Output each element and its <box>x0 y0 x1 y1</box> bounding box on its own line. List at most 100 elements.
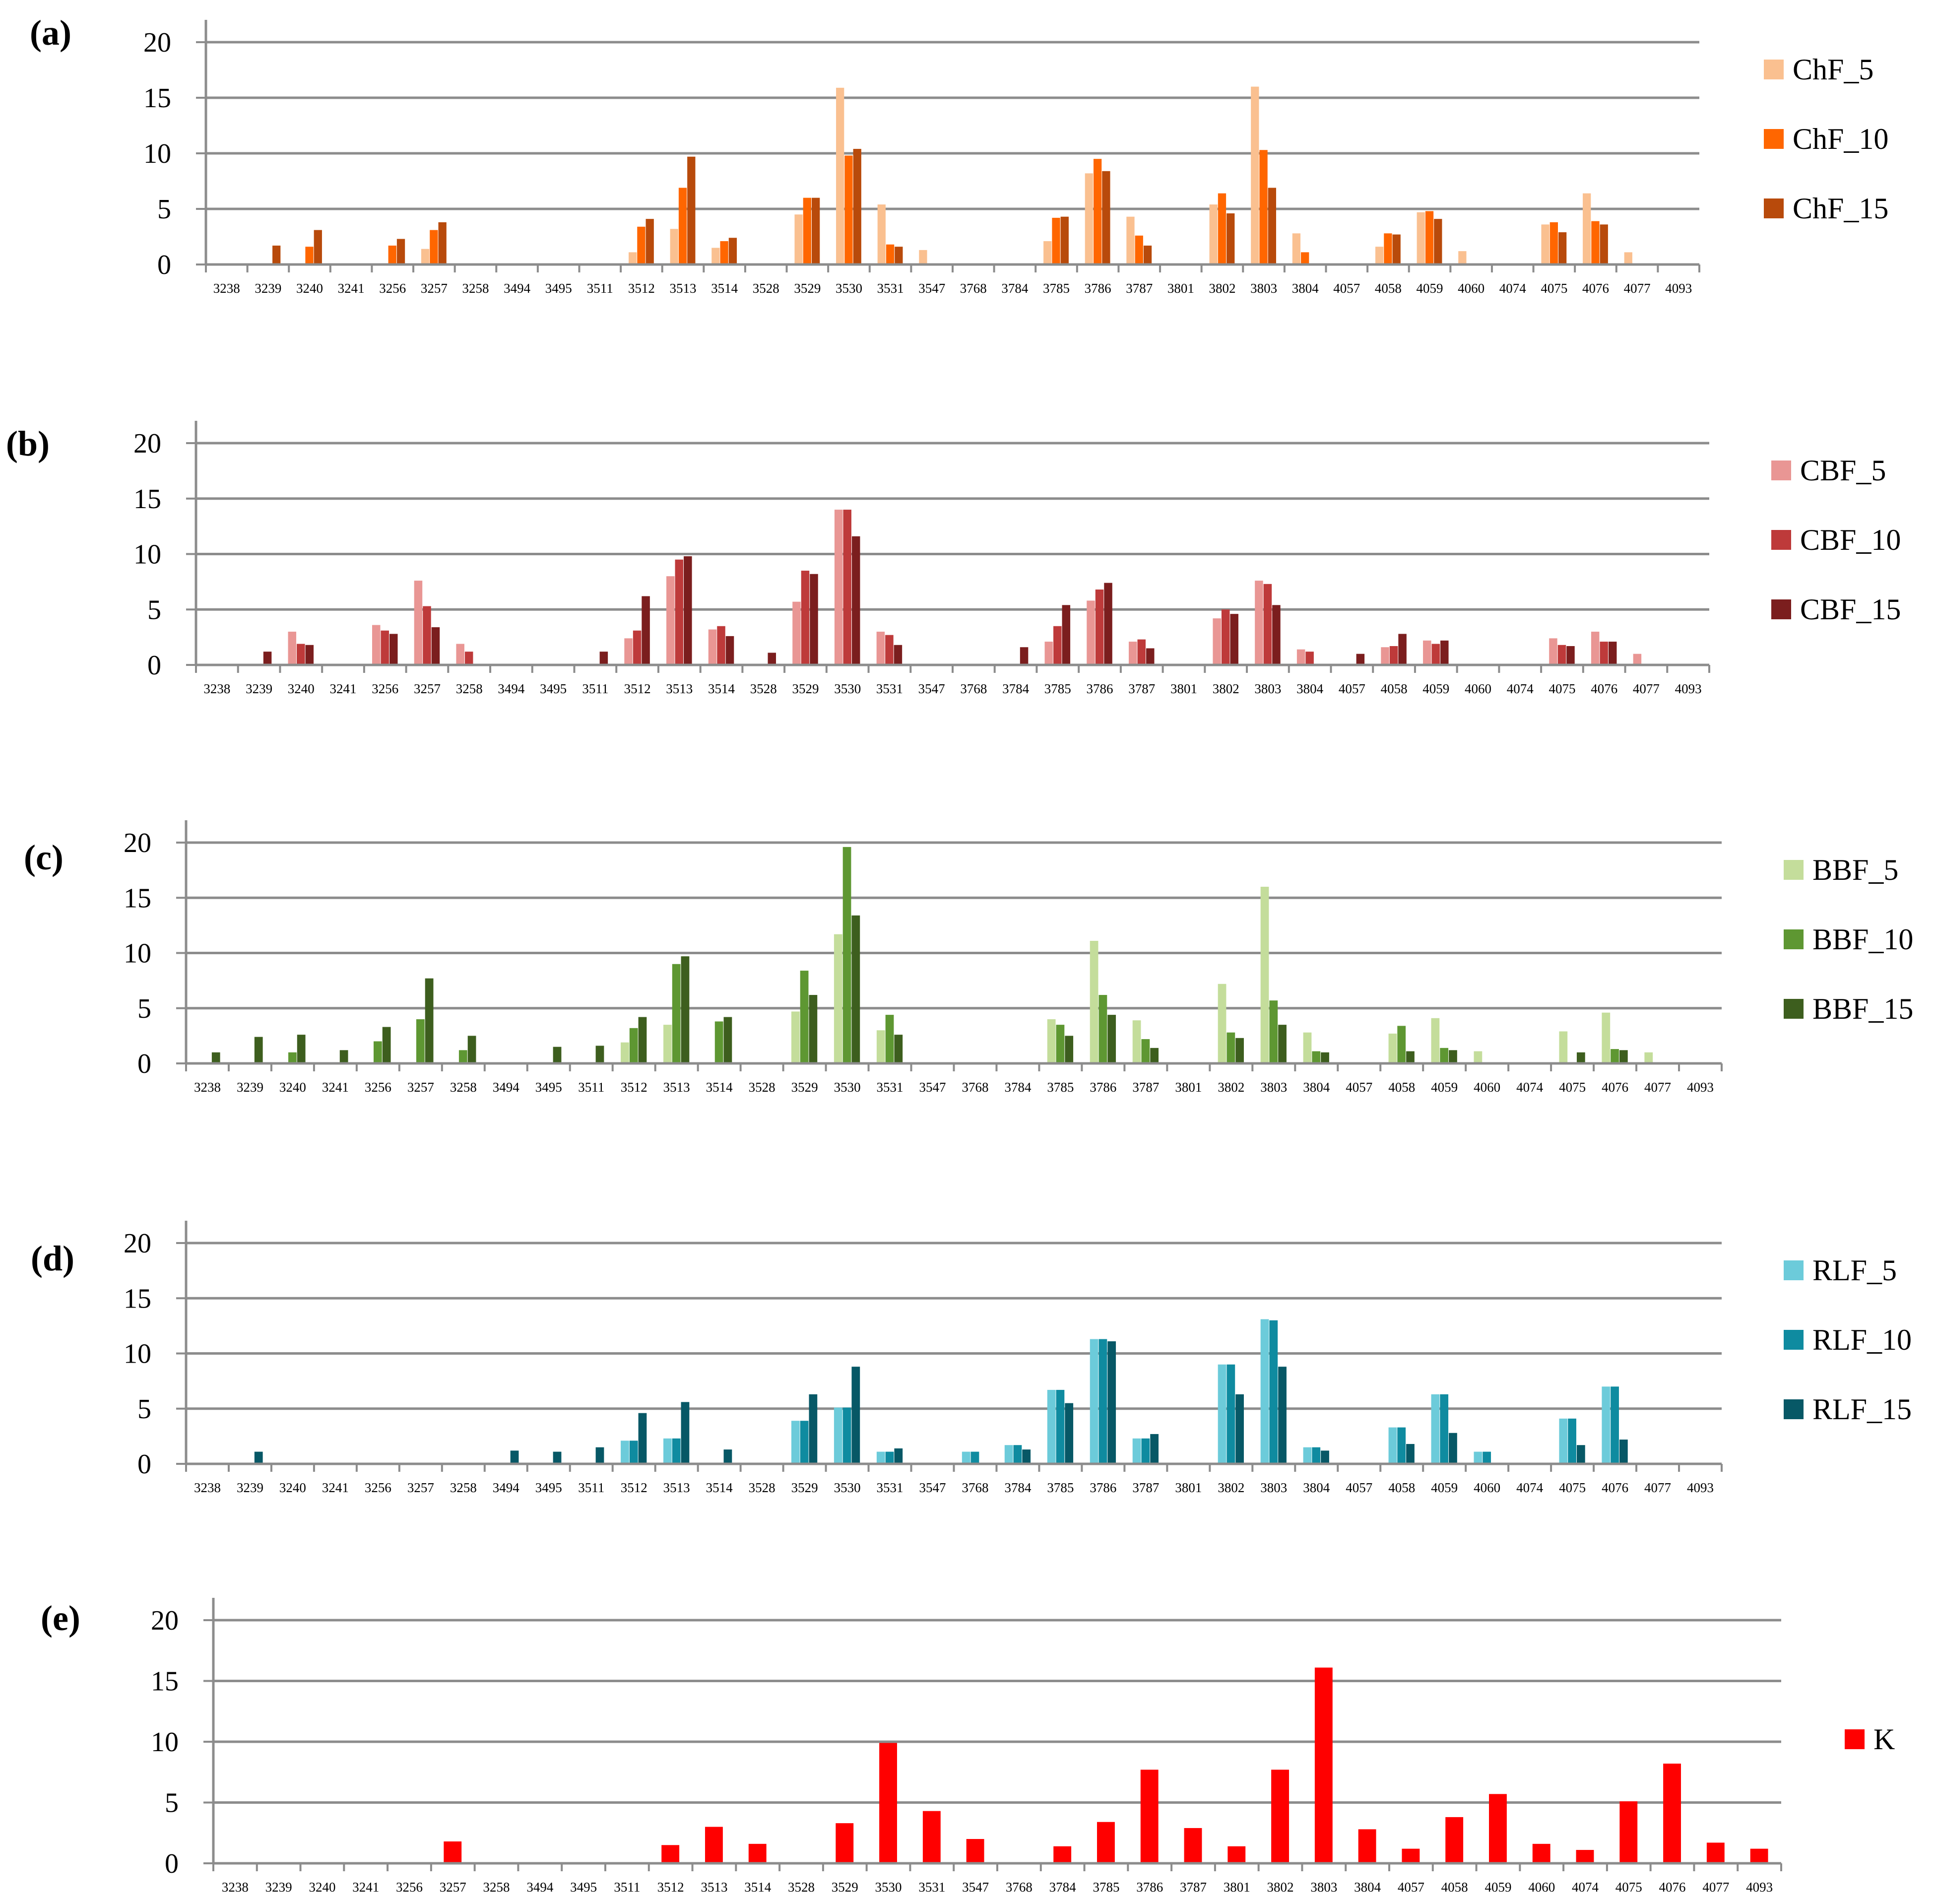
legend-swatch <box>1771 599 1791 619</box>
bar-rlf-10-3513 <box>672 1438 681 1464</box>
bar-chf-5-3531 <box>877 204 886 264</box>
x-tick-label: 3802 <box>1218 1080 1244 1095</box>
y-tick-label: 20 <box>151 1605 179 1636</box>
bar-cbf-15-3802 <box>1230 614 1238 665</box>
bar-k-3784 <box>1053 1846 1072 1863</box>
panel-label: (b) <box>6 424 50 463</box>
x-tick-label: 3511 <box>582 681 608 696</box>
bar-cbf-10-3803 <box>1263 584 1272 665</box>
bar-cbf-10-4059 <box>1431 644 1440 665</box>
legend-swatch <box>1771 530 1791 550</box>
x-tick-label: 3785 <box>1044 681 1071 696</box>
bar-chf-15-4059 <box>1434 219 1442 264</box>
bar-bbf-5-3512 <box>621 1042 629 1063</box>
bar-rlf-10-4058 <box>1397 1427 1406 1464</box>
bar-chf-5-4077 <box>1624 252 1632 264</box>
y-tick-label: 15 <box>124 1283 151 1314</box>
bar-chf-15-3786 <box>1102 171 1110 264</box>
y-tick-label: 10 <box>124 1339 151 1370</box>
bar-k-3529 <box>836 1823 854 1863</box>
legend-label: CBF_15 <box>1800 593 1901 626</box>
bar-k-4060 <box>1532 1843 1550 1863</box>
x-tick-label: 3238 <box>222 1880 249 1895</box>
bar-cbf-5-3804 <box>1296 649 1305 665</box>
bar-cbf-10-3785 <box>1053 626 1062 665</box>
x-tick-label: 3512 <box>621 1480 647 1495</box>
legend-swatch <box>1784 860 1804 880</box>
x-tick-label: 3257 <box>407 1080 434 1095</box>
bar-rlf-15-3495 <box>553 1451 562 1464</box>
x-tick-label: 3531 <box>876 681 903 696</box>
bar-bbf-15-4059 <box>1449 1050 1457 1063</box>
bar-cbf-15-4075 <box>1566 646 1575 665</box>
y-tick-label: 10 <box>133 539 161 570</box>
x-tick-label: 3258 <box>456 681 483 696</box>
x-tick-label: 3802 <box>1209 281 1235 296</box>
bar-chf-10-3787 <box>1135 235 1143 264</box>
bar-k-3512 <box>661 1845 680 1863</box>
bar-chf-5-3530 <box>836 87 844 264</box>
bar-bbf-10-3258 <box>458 1050 467 1063</box>
bar-cbf-10-3514 <box>717 626 725 665</box>
x-tick-label: 3495 <box>535 1480 562 1495</box>
x-tick-label: 4077 <box>1644 1080 1671 1095</box>
bar-bbf-15-3513 <box>681 956 690 1063</box>
x-tick-label: 3513 <box>701 1880 727 1895</box>
bar-cbf-15-4059 <box>1440 640 1449 665</box>
legend-swatch <box>1764 60 1784 79</box>
bar-cbf-10-3258 <box>464 652 473 665</box>
y-tick-label: 0 <box>147 650 161 681</box>
x-tick-label: 4074 <box>1516 1480 1544 1495</box>
bar-chf-15-3239 <box>272 245 281 264</box>
x-tick-label: 3786 <box>1136 1880 1163 1895</box>
x-tick-label: 4076 <box>1602 1480 1628 1495</box>
bar-rlf-15-3512 <box>638 1413 647 1464</box>
bar-bbf-5-3530 <box>834 934 842 1063</box>
bar-cbf-15-3511 <box>599 652 608 665</box>
bar-bbf-5-4076 <box>1602 1012 1611 1063</box>
legend-label: ChF_15 <box>1793 192 1888 225</box>
bar-rlf-15-3239 <box>254 1451 263 1464</box>
bar-chf-15-3514 <box>728 238 737 264</box>
x-tick-label: 3530 <box>875 1880 902 1895</box>
bar-bbf-10-4076 <box>1611 1049 1619 1063</box>
bar-bbf-15-3240 <box>297 1035 306 1063</box>
bar-rlf-5-3513 <box>663 1438 672 1464</box>
y-tick-label: 20 <box>133 428 161 459</box>
bar-chf-10-4058 <box>1384 233 1392 264</box>
x-tick-label: 3258 <box>462 281 489 296</box>
x-tick-label: 3239 <box>246 681 272 696</box>
bar-chf-15-3240 <box>314 230 322 264</box>
panel-a: (a) 0 5 10 15 20 3238 3239 3240 3241 3256 3257 3258 3… <box>30 13 1888 296</box>
bar-chf-5-4075 <box>1541 224 1549 264</box>
bar-chf-5-3512 <box>628 252 637 264</box>
bar-bbf-10-4058 <box>1397 1026 1406 1063</box>
x-tick-label: 3257 <box>421 281 448 296</box>
bar-cbf-15-3785 <box>1062 605 1071 665</box>
bar-chf-10-3804 <box>1301 252 1309 264</box>
x-tick-label: 4075 <box>1559 1480 1586 1495</box>
x-tick-label: 3784 <box>1001 281 1029 296</box>
x-tick-label: 3529 <box>791 1080 818 1095</box>
bar-cbf-15-3256 <box>389 634 398 665</box>
legend-label: ChF_5 <box>1793 53 1873 86</box>
bar-cbf-15-3239 <box>263 652 272 665</box>
bar-rlf-10-3512 <box>629 1441 638 1464</box>
x-tick-label: 3513 <box>663 1080 690 1095</box>
x-tick-label: 4058 <box>1375 281 1402 296</box>
bar-bbf-10-3531 <box>885 1015 894 1063</box>
x-tick-label: 3514 <box>711 281 738 296</box>
bar-rlf-5-3531 <box>876 1451 885 1464</box>
x-tick-label: 3239 <box>237 1080 263 1095</box>
bar-k-3513 <box>705 1827 723 1863</box>
bar-chf-15-4076 <box>1600 224 1608 264</box>
x-tick-label: 3256 <box>365 1480 391 1495</box>
x-tick-label: 3241 <box>322 1480 349 1495</box>
bar-chf-10-3257 <box>430 230 438 264</box>
bar-rlf-10-4060 <box>1483 1451 1491 1464</box>
bar-bbf-15-3512 <box>638 1017 647 1063</box>
bar-bbf-10-3802 <box>1226 1032 1235 1063</box>
x-tick-label: 3238 <box>194 1480 221 1495</box>
bar-chf-15-3256 <box>396 239 405 264</box>
